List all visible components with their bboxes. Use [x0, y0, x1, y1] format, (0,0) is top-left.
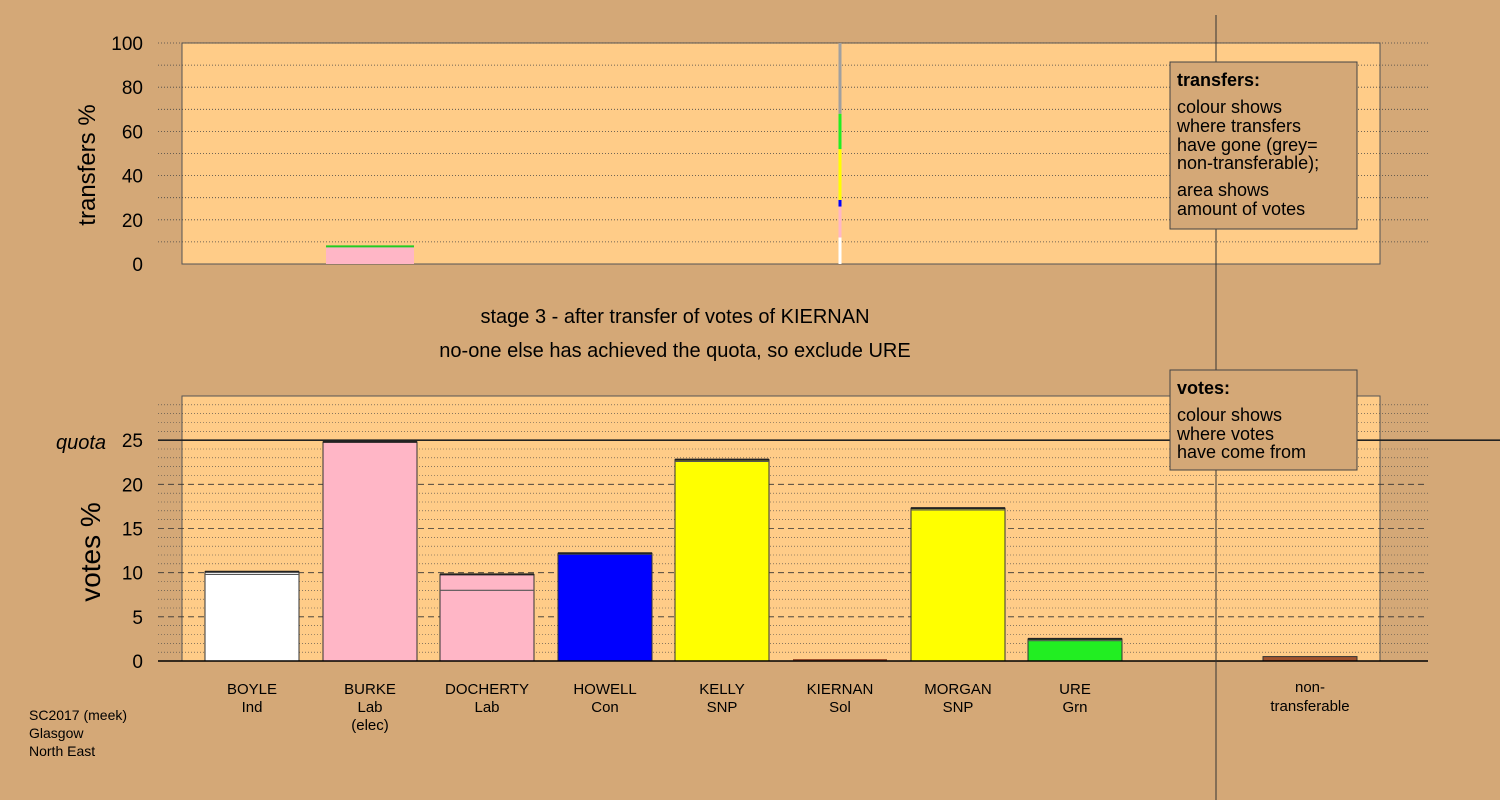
candidate-party: SNP — [707, 699, 738, 716]
transfers-legend-line: where transfers — [1176, 116, 1301, 136]
transfers-legend-line: colour shows — [1177, 97, 1282, 117]
candidate-party: Ind — [242, 699, 263, 716]
candidate-party: Lab — [357, 699, 382, 716]
footer-line: SC2017 (meek) — [29, 707, 127, 723]
vote-bar — [910, 507, 1006, 662]
votes-y-tick-label: 5 — [132, 608, 143, 629]
transfers-y-tick-label: 60 — [122, 122, 143, 143]
candidate-name: HOWELL — [573, 681, 636, 698]
candidate-name: URE — [1059, 681, 1091, 698]
transfers-legend-line: non-transferable); — [1177, 153, 1319, 173]
footer-line: North East — [29, 743, 95, 759]
votes-legend-line: colour shows — [1177, 405, 1282, 425]
transfers-y-tick-label: 80 — [122, 78, 143, 99]
nontransferable-label: non- — [1295, 679, 1325, 696]
transfers-legend-line: have gone (grey= — [1177, 135, 1318, 155]
votes-y-tick-label: 0 — [132, 652, 143, 673]
candidate-status: (elec) — [351, 717, 389, 734]
vote-bar — [1027, 638, 1123, 662]
transfer-segment — [838, 206, 842, 238]
vote-bar — [204, 571, 300, 662]
transfer-segment — [838, 237, 842, 264]
votes-y-tick-label: 25 — [122, 431, 143, 452]
transfer-segment — [838, 149, 842, 200]
candidate-party: Lab — [474, 699, 499, 716]
transfers-y-tick-label: 0 — [132, 255, 143, 276]
transfer-segment — [838, 113, 842, 150]
transfer-segment — [838, 199, 842, 207]
transfers-legend-line: area shows — [1177, 180, 1269, 200]
nontransferable-label: transferable — [1270, 698, 1349, 715]
stage-subtitle: no-one else has achieved the quota, so e… — [439, 340, 910, 362]
vote-bar — [439, 573, 535, 662]
votes-legend-title: votes: — [1177, 378, 1230, 398]
vote-bar — [674, 459, 770, 662]
votes-legend-line: where votes — [1176, 424, 1274, 444]
transfers-y-tick-label: 20 — [122, 211, 143, 232]
candidate-name: DOCHERTY — [445, 681, 529, 698]
votes-legend-line: have come from — [1177, 442, 1306, 462]
votes-legend: votes: colour shows where votes have com… — [1169, 369, 1358, 471]
transfer-segment — [838, 43, 842, 114]
vote-bar — [557, 552, 653, 662]
votes-y-tick-label: 15 — [122, 520, 143, 541]
transfers-legend-title: transfers: — [1177, 70, 1260, 90]
candidate-party: Grn — [1062, 699, 1087, 716]
stage-title: stage 3 - after transfer of votes of KIE… — [480, 306, 869, 328]
candidate-party: Con — [591, 699, 619, 716]
votes-y-tick-label: 10 — [122, 564, 143, 585]
transfers-legend-line: amount of votes — [1177, 199, 1305, 219]
votes-y-tick-label: 20 — [122, 475, 143, 496]
candidate-name: KELLY — [699, 681, 745, 698]
candidate-party: SNP — [943, 699, 974, 716]
votes-y-axis-label: votes % — [75, 502, 106, 602]
candidate-name: MORGAN — [924, 681, 992, 698]
quota-label: quota — [56, 432, 106, 454]
transfers-y-axis-label: transfers % — [74, 104, 101, 225]
transfers-y-tick-label: 100 — [111, 34, 143, 55]
vote-bar — [322, 441, 418, 662]
transfer-bar — [326, 246, 414, 264]
transfers-y-tick-label: 40 — [122, 167, 143, 188]
chart-marks: BOYLEIndBURKELab(elec)DOCHERTYLabHOWELLC… — [204, 43, 1358, 734]
footer-line: Glasgow — [29, 725, 84, 741]
candidate-party: Sol — [829, 699, 851, 716]
candidate-name: BURKE — [344, 681, 396, 698]
candidate-name: KIERNAN — [807, 681, 874, 698]
candidate-name: BOYLE — [227, 681, 277, 698]
transfers-legend: transfers: colour shows where transfers … — [1169, 61, 1358, 230]
